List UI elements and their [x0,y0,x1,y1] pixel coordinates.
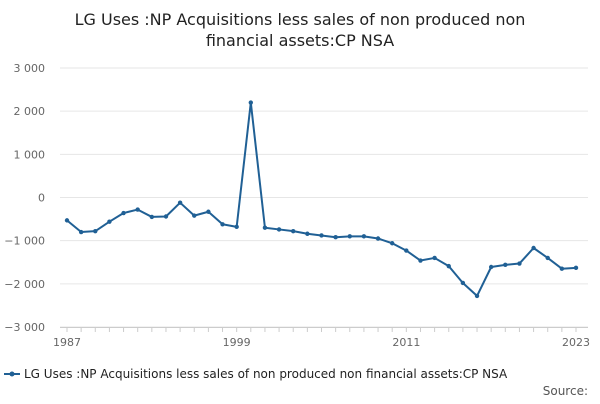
data-point[interactable] [389,241,395,246]
data-point[interactable] [531,245,536,251]
data-point[interactable] [78,229,84,235]
data-point[interactable] [545,255,550,261]
data-point[interactable] [404,248,409,253]
y-tick-label: 2 000 [14,105,46,118]
data-point[interactable] [291,228,296,234]
data-point[interactable] [276,227,282,232]
series-layer [64,100,579,299]
data-point[interactable] [135,207,140,212]
x-tick-label: 1987 [53,336,81,349]
data-point[interactable] [248,100,254,105]
source-label: Source: [543,384,588,398]
x-tick-label: 2023 [562,336,590,349]
data-point[interactable] [93,228,98,234]
data-point[interactable] [460,280,466,286]
chart-title-line-1: LG Uses :NP Acquisitions less sales of n… [75,10,526,29]
legend-label: LG Uses :NP Acquisitions less sales of n… [24,367,508,381]
data-point[interactable] [206,209,211,214]
data-point[interactable] [163,214,169,219]
data-point[interactable] [375,236,381,241]
data-point[interactable] [107,219,112,224]
data-point[interactable] [234,224,239,230]
data-point[interactable] [64,218,70,223]
y-tick-label: −2 000 [4,278,45,291]
data-point[interactable] [305,231,310,236]
legend[interactable]: LG Uses :NP Acquisitions less sales of n… [4,367,508,381]
data-point[interactable] [517,261,522,266]
data-point[interactable] [177,200,183,205]
data-point[interactable] [149,214,155,220]
data-point[interactable] [192,213,197,218]
data-point[interactable] [488,264,494,270]
data-point[interactable] [503,262,508,268]
gridlines [60,67,588,328]
data-point[interactable] [559,266,565,271]
data-point[interactable] [121,210,126,216]
data-point[interactable] [361,234,367,239]
data-point[interactable] [347,234,352,239]
legend-marker-swatch [9,371,15,377]
data-point[interactable] [319,233,324,238]
axes: 3 000 2 000 1 000 0 −1 000 −2 000 −3 000 1987 19… [4,62,590,349]
y-tick-label: 1 000 [14,148,46,161]
y-tick-label: 0 [38,192,45,205]
data-point[interactable] [573,265,579,271]
data-point[interactable] [432,255,437,261]
x-tick-label: 2011 [392,336,420,349]
data-point[interactable] [446,263,451,269]
data-point[interactable] [418,258,423,263]
series-line[interactable] [66,101,577,297]
y-tick-label: 3 000 [14,62,46,75]
data-point[interactable] [474,293,480,299]
chart-title-line-2: financial assets:CP NSA [206,31,394,50]
x-tick-label: 1999 [223,336,251,349]
data-point[interactable] [220,222,225,227]
y-tick-label: −1 000 [4,235,45,248]
data-point[interactable] [262,225,268,230]
data-point[interactable] [333,235,338,240]
y-tick-label: −3 000 [4,321,45,334]
